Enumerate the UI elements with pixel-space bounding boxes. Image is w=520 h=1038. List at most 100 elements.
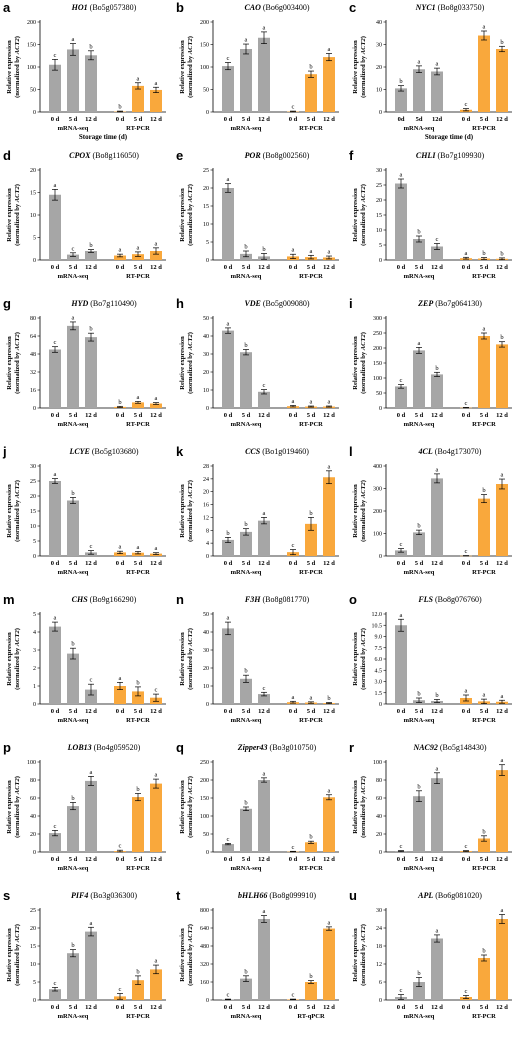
bar (150, 89, 162, 112)
significance-letter: c (400, 377, 403, 384)
y-axis-label-normalization: (normalized by ACT2) (360, 184, 367, 246)
significance-letter: b (309, 973, 312, 980)
bar (49, 626, 61, 704)
y-axis-label-normalization: (normalized by ACT2) (187, 332, 194, 394)
y-tick-label: 640 (200, 926, 209, 932)
x-tick-label: 0 d (462, 856, 471, 863)
x-tick-label: 12 d (431, 560, 443, 567)
bar (67, 653, 79, 704)
y-tick-label: 20 (30, 926, 36, 932)
y-tick-label: 16 (30, 388, 36, 394)
panel-u: u APL (Bo6g081020) Relative expression (norm… (349, 888, 512, 1020)
y-axis-label-normalization: (normalized by ACT2) (360, 924, 367, 986)
y-axis-label: Relative expression (179, 40, 186, 94)
y-tick-label: 25 (203, 168, 209, 174)
significance-letter: a (263, 770, 266, 777)
x-tick-label: 5 d (242, 560, 251, 567)
gene-locus: (Bo8g099910) (269, 891, 316, 900)
y-tick-label: 5 (379, 243, 382, 249)
y-tick-label: 4 (33, 630, 36, 636)
norm-prefix: (normalized by (14, 498, 21, 542)
norm-suffix: ) (360, 924, 367, 926)
significance-letter: a (155, 240, 158, 247)
panel-s: s PIF4 (Bo3g036300) Relative expression (nor… (3, 888, 166, 1020)
y-tick-label: 150 (200, 796, 209, 802)
norm-gene: ACT2 (187, 778, 194, 796)
y-tick-label: 20 (30, 168, 36, 174)
panel-f: f CHLI (Bo7g109930) Relative expression (nor… (349, 148, 512, 280)
y-tick-label: 100 (373, 760, 382, 766)
y-tick-label: 1.5 (375, 691, 383, 697)
x-tick-label: 5 d (69, 856, 78, 863)
significance-letter: a (483, 326, 486, 333)
x-tick-label: 0 d (462, 560, 471, 567)
norm-gene: ACT2 (360, 926, 367, 944)
bar (240, 808, 252, 852)
y-tick-label: 320 (200, 962, 209, 968)
x-tick-label: 5 d (415, 264, 424, 271)
significance-letter: a (155, 545, 158, 552)
y-tick-label: 100 (200, 65, 209, 71)
x-tick-label: 5 d (242, 412, 251, 419)
group-label-mrna-seq: mRNA-seq (58, 717, 89, 724)
y-tick-label: 300 (373, 487, 382, 493)
significance-letter: c (465, 400, 468, 407)
panel-k: k CCS (Bo1g019460) Relative expression (norm… (176, 444, 339, 576)
x-tick-label: 5 d (134, 856, 143, 863)
significance-letter: a (310, 248, 313, 255)
y-tick-label: 15 (203, 204, 209, 210)
y-tick-label: 5 (206, 240, 209, 246)
x-tick-label: 0 d (51, 264, 60, 271)
bar (431, 71, 443, 112)
y-tick-label: 2 (33, 666, 36, 672)
bar (478, 958, 490, 1000)
y-axis-label-normalization: (normalized by ACT2) (187, 184, 194, 246)
x-tick-label: 5 d (307, 264, 316, 271)
y-tick-label: 0 (379, 998, 382, 1004)
x-tick-label: 0 d (462, 708, 471, 715)
panel-title: PIF4 (Bo3g036300) (71, 891, 137, 900)
group-label-mrna-seq: mRNA-seq (58, 421, 89, 428)
y-axis-label: Relative expression (6, 484, 13, 538)
bar (49, 989, 61, 1000)
panel-title: HYD (Bo7g110490) (70, 299, 137, 308)
y-tick-label: 0 (379, 110, 382, 116)
x-tick-label: 5 d (69, 1004, 78, 1011)
y-tick-label: 0 (379, 406, 382, 412)
y-axis-label: Relative expression (352, 780, 359, 834)
group-label-mrna-seq: mRNA-seq (58, 1013, 89, 1020)
y-tick-label: 25 (30, 479, 36, 485)
y-axis-label: Relative expression (179, 780, 186, 834)
y-tick-label: 0 (206, 554, 209, 560)
y-tick-label: 32 (30, 370, 36, 376)
group-label-mrna-seq: mRNA-seq (404, 1013, 435, 1020)
norm-gene: ACT2 (14, 926, 21, 944)
y-tick-label: 30 (376, 43, 382, 49)
panel-label: j (2, 444, 7, 459)
norm-suffix: ) (14, 480, 21, 482)
significance-letter: c (119, 843, 122, 850)
x-tick-label: 12 d (258, 708, 270, 715)
gene-name: NAC92 (412, 743, 437, 752)
significance-letter: c (465, 548, 468, 555)
gene-name: ZEP (417, 299, 433, 308)
norm-gene: ACT2 (187, 482, 194, 500)
y-tick-label: 0 (206, 850, 209, 856)
bar (496, 344, 508, 408)
norm-prefix: (normalized by (14, 646, 21, 690)
x-tick-label: 12 d (85, 412, 97, 419)
bar (132, 552, 144, 556)
significance-letter: a (119, 247, 122, 254)
significance-letter: b (327, 695, 330, 702)
gene-name: VDE (244, 299, 260, 308)
significance-letter: c (54, 339, 57, 346)
norm-suffix: ) (360, 628, 367, 630)
panel-title: CPOX (Bo8g116050) (69, 151, 139, 160)
bar (496, 484, 508, 556)
y-axis-label: Relative expression (6, 780, 13, 834)
panel-o: o FLS (Bo8g076760) Relative expression (norm… (349, 592, 512, 724)
norm-suffix: ) (187, 184, 194, 186)
significance-letter: b (500, 250, 503, 257)
x-tick-label: 0 d (116, 264, 125, 271)
group-label-mrna-seq: mRNA-seq (404, 273, 435, 280)
